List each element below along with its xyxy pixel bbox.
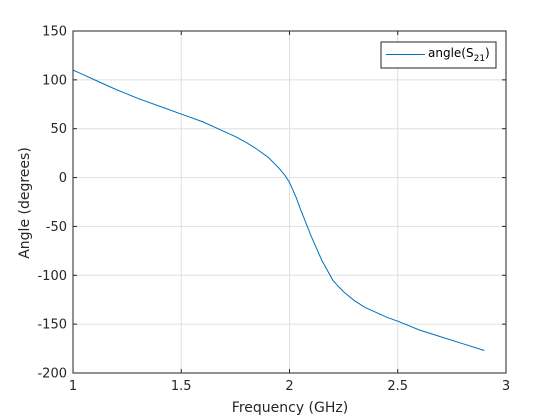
y-tick-label: -50	[46, 220, 67, 235]
x-tick-label: 2	[285, 379, 293, 394]
legend: angle(S21)	[380, 41, 497, 69]
y-tick-label: 0	[59, 171, 67, 186]
y-tick-label: -100	[37, 269, 67, 284]
y-tick-label: 50	[50, 122, 67, 137]
x-tick-label: 1	[69, 379, 77, 394]
x-axis-label: Frequency (GHz)	[232, 400, 348, 416]
axes-layer	[72, 30, 507, 374]
y-tick-label: 150	[42, 25, 67, 40]
x-tick-label: 2.5	[387, 379, 408, 394]
legend-entry: angle(S21)	[428, 46, 490, 64]
y-tick-label: 100	[42, 73, 67, 88]
y-tick-label: -150	[37, 318, 67, 333]
series-layer	[72, 69, 485, 352]
tick-layer: 1 1.5 2 2.5 3 150 100 50 0 -50 -100 -150 -200	[37, 25, 510, 395]
series-line	[72, 69, 485, 352]
x-tick-label: 3	[502, 379, 510, 394]
y-tick-label: -200	[37, 367, 67, 382]
legend-entry-close: )	[485, 46, 490, 60]
legend-entry-main: angle(S	[428, 46, 474, 60]
x-tick-label: 1.5	[171, 379, 192, 394]
y-axis-label: Angle (degrees)	[17, 147, 33, 259]
legend-entry-subscript: 21	[474, 54, 485, 64]
grid-layer	[72, 30, 507, 374]
